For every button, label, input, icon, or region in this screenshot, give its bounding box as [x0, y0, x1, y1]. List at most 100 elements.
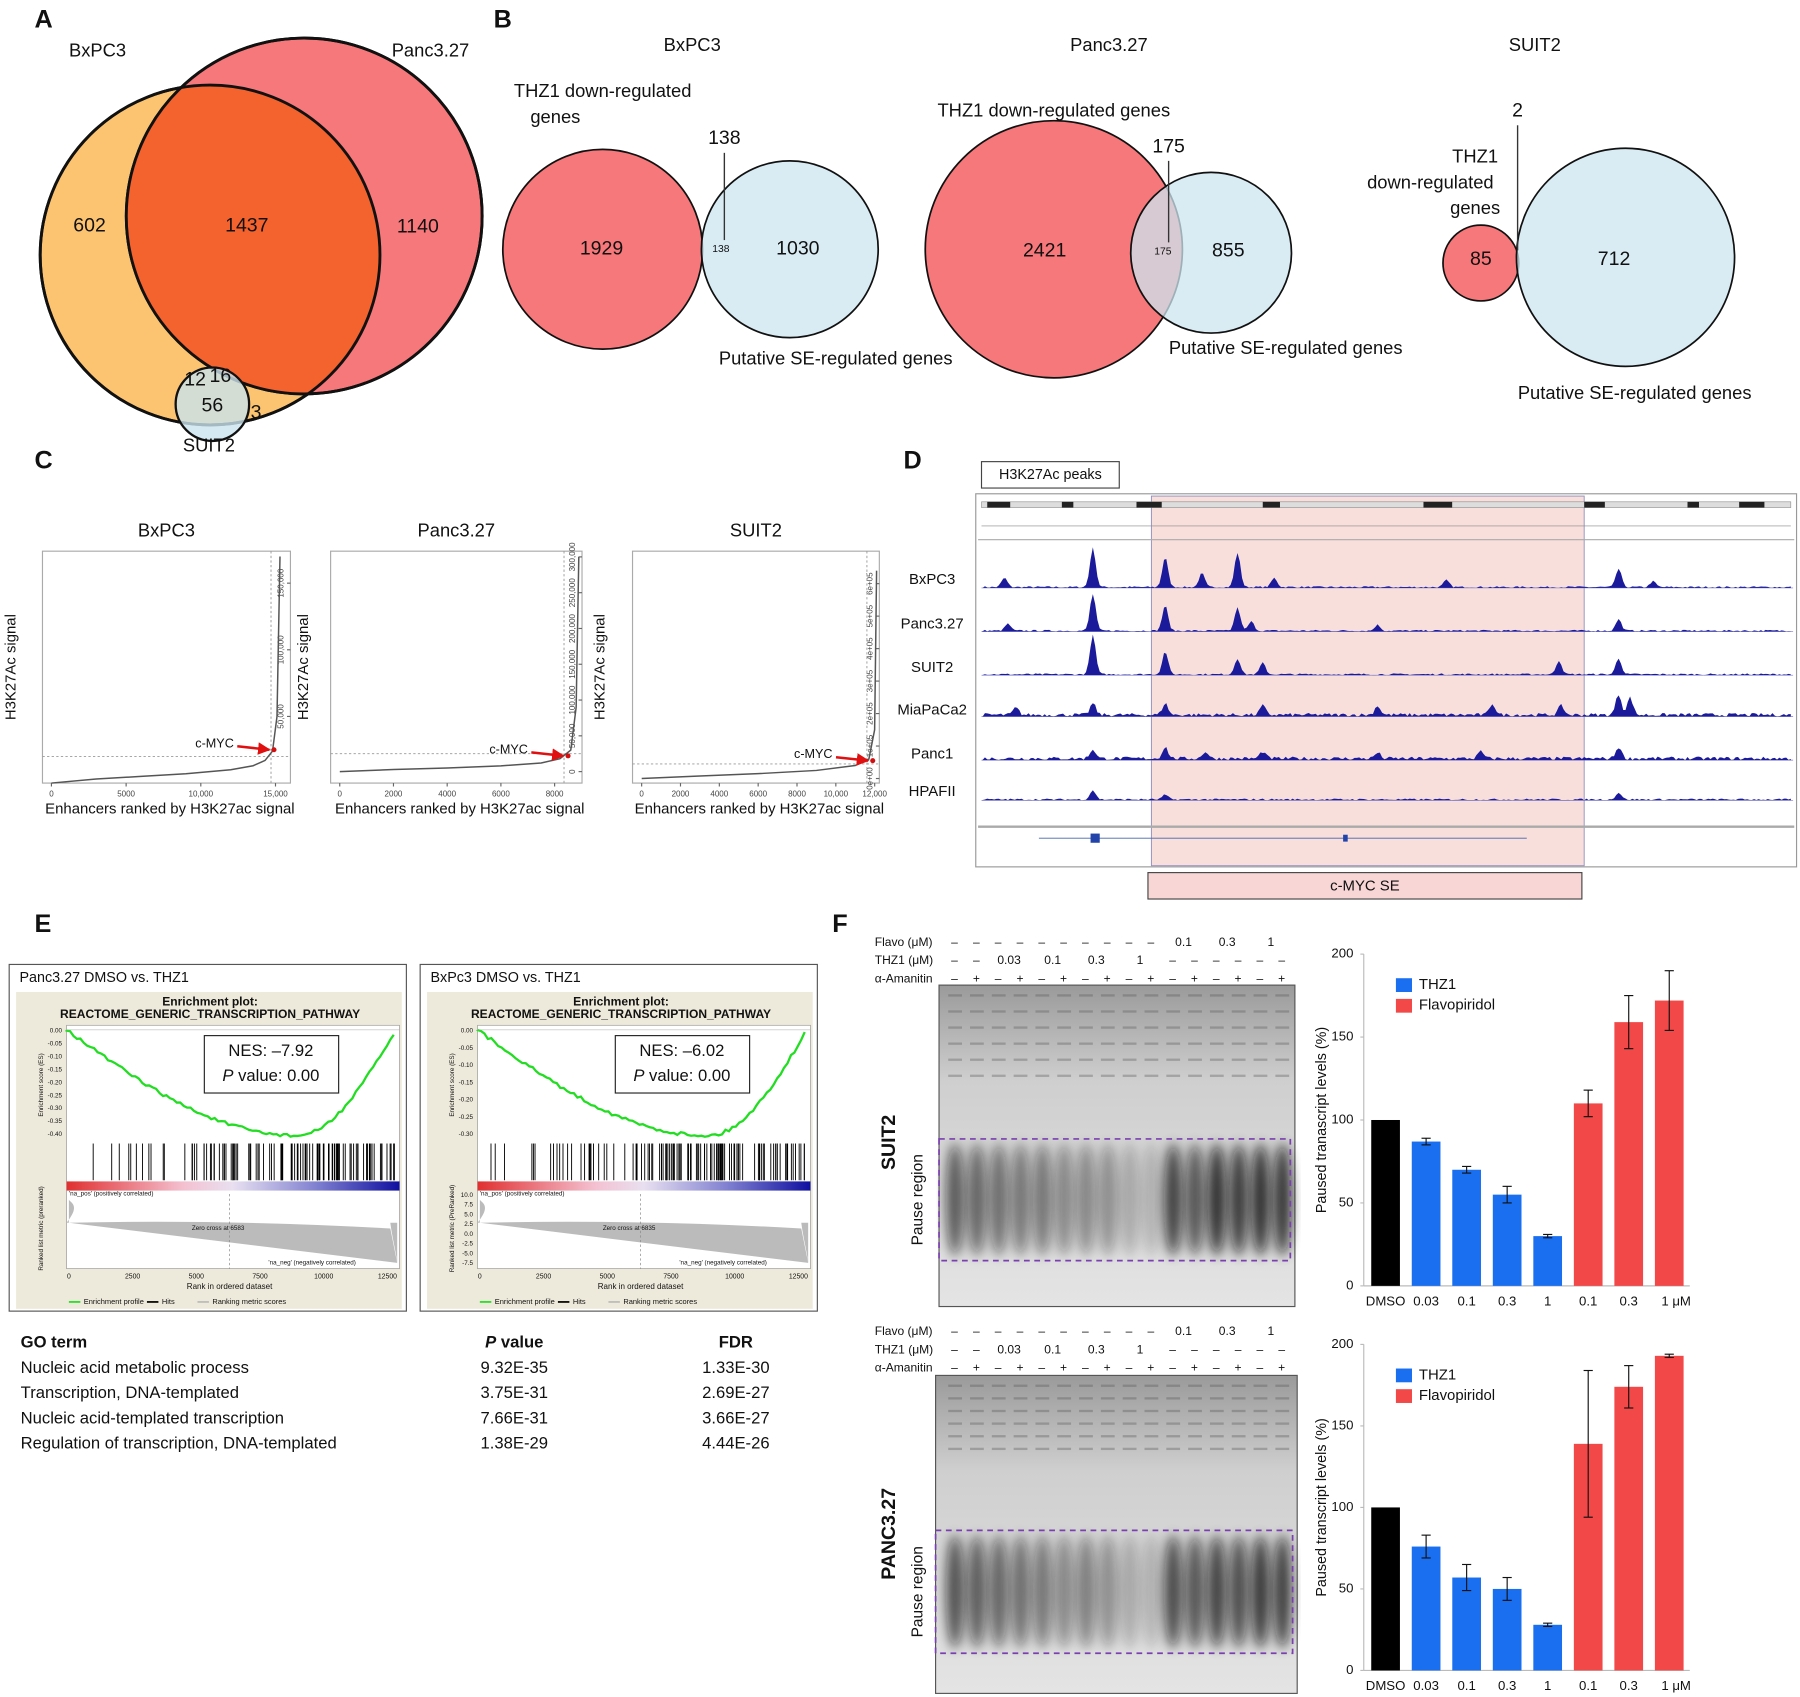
gel-band	[1144, 1422, 1159, 1425]
gel-band	[1166, 1384, 1181, 1387]
set-label: THZ1	[1452, 145, 1498, 166]
gel-smear	[967, 1534, 987, 1649]
x-tick-label: 5000	[117, 790, 135, 799]
gel-band	[991, 1409, 1006, 1413]
gel-band	[970, 1026, 984, 1029]
p-text: value: 0.00	[233, 1066, 319, 1085]
gsea-header: BxPc3 DMSO vs. THZ1	[430, 970, 580, 986]
table-cell: 4.44E-26	[702, 1434, 769, 1453]
venn-circle	[1129, 171, 1293, 334]
venn-count: 138	[712, 244, 729, 255]
gel-band	[1231, 1384, 1246, 1387]
gel-band	[991, 1422, 1006, 1425]
x-tick-label: 0.1	[1579, 1678, 1597, 1693]
gel-band	[991, 1435, 1006, 1438]
label-box	[980, 461, 1120, 489]
venn-count: 12	[184, 368, 206, 390]
gel-band	[1144, 1010, 1159, 1013]
x-tick-label: 10,000	[824, 790, 849, 799]
x-tick-label: 1 μM	[1661, 1678, 1691, 1693]
y-tick-label: 100,000	[568, 685, 577, 715]
gel-band	[1166, 1435, 1181, 1438]
gel-band	[1188, 1397, 1202, 1400]
lane-label: –	[1082, 935, 1089, 949]
gel-band	[1100, 1447, 1115, 1451]
gel-band	[1122, 1074, 1137, 1077]
gel-band	[1079, 1409, 1093, 1413]
gel-band	[1144, 1409, 1159, 1413]
gel-band	[1209, 1447, 1224, 1451]
gel-smear	[1098, 1143, 1117, 1257]
x-tick-label: 0.1	[1457, 1678, 1475, 1693]
enrichment-curve	[476, 1028, 806, 1138]
lane-label: +	[1147, 1361, 1154, 1375]
chart-title: Panc3.27	[418, 520, 496, 541]
lane-label: +	[1060, 972, 1067, 986]
gel-smear	[1273, 1143, 1292, 1257]
lane-label: –	[973, 935, 980, 949]
gel-band	[1166, 1042, 1181, 1045]
lane-label: –	[995, 1361, 1002, 1375]
gel-band	[1209, 1058, 1224, 1061]
gel-band	[1209, 1042, 1224, 1045]
y-tick-label: -0.15	[459, 1079, 474, 1086]
y-tick-label: 100,000	[276, 635, 285, 665]
x-tick-label: 4000	[710, 790, 728, 799]
y-axis-label: Enrichment score (ES)	[449, 1053, 456, 1116]
gel-band	[1013, 1422, 1028, 1425]
gel-smear	[967, 1143, 987, 1257]
gel-band	[1166, 1409, 1181, 1413]
annotation: 'na_pos' (positively correlated)	[480, 1191, 565, 1198]
gel-band	[1275, 1074, 1290, 1077]
track-label: SUIT2	[911, 659, 953, 676]
lane-label: +	[1147, 972, 1154, 986]
gel-smear	[1207, 1534, 1227, 1649]
gel-smear	[1098, 1534, 1117, 1649]
p-symbol: P	[222, 1066, 233, 1085]
x-tick-label: 0	[67, 1274, 71, 1281]
lane-label: +	[1191, 1361, 1198, 1375]
ideogram-band	[1136, 501, 1162, 508]
gel-band	[1079, 1384, 1093, 1387]
gel-band	[1057, 1435, 1072, 1438]
gel-smear	[1273, 1534, 1292, 1649]
gel-band	[1013, 994, 1028, 997]
bar	[1654, 1000, 1684, 1286]
x-tick-label: 0.03	[1413, 1678, 1439, 1693]
x-tick-label: 7500	[252, 1274, 267, 1281]
y-tick-label: 100	[1331, 1499, 1353, 1514]
table-cell: 9.32E-35	[481, 1358, 548, 1377]
gel-band	[970, 1422, 984, 1425]
gel-band	[1122, 1026, 1137, 1029]
lane-label: 1	[1137, 953, 1144, 967]
gel-band	[1122, 1042, 1137, 1045]
lane-label: –	[1017, 1324, 1024, 1338]
region-box	[1147, 872, 1583, 900]
venn-title: BxPC3	[664, 34, 721, 55]
legend-swatch	[1395, 1368, 1412, 1383]
x-tick-label: 2000	[672, 790, 690, 799]
lane-label: –	[1257, 1361, 1264, 1375]
x-tick-label: 0.03	[1413, 1293, 1439, 1308]
gel-band	[1231, 1042, 1246, 1045]
track-label: HPAFII	[909, 783, 956, 800]
bar	[1614, 1386, 1644, 1671]
lane-label: 0.3	[1219, 935, 1236, 949]
venn-count: 3	[251, 402, 262, 424]
gel-band	[1079, 1010, 1093, 1013]
ideogram-band	[1423, 501, 1453, 508]
gel-band	[1231, 1422, 1246, 1425]
gel-band	[1253, 1026, 1268, 1029]
panel-label: B	[494, 5, 512, 33]
gel-band	[1209, 1435, 1224, 1438]
gel-band	[1057, 1422, 1072, 1425]
panel-label: D	[903, 446, 921, 474]
lane-label: –	[951, 1342, 958, 1356]
nes-label: NES: –6.02	[639, 1041, 724, 1060]
gel-band	[1275, 1384, 1290, 1387]
gel-band	[1275, 1397, 1290, 1400]
gel-band	[1035, 1435, 1050, 1438]
plot-frame	[41, 550, 292, 784]
x-tick-label: 8000	[546, 790, 564, 799]
legend-label: H3K27Ac peaks	[999, 467, 1102, 483]
